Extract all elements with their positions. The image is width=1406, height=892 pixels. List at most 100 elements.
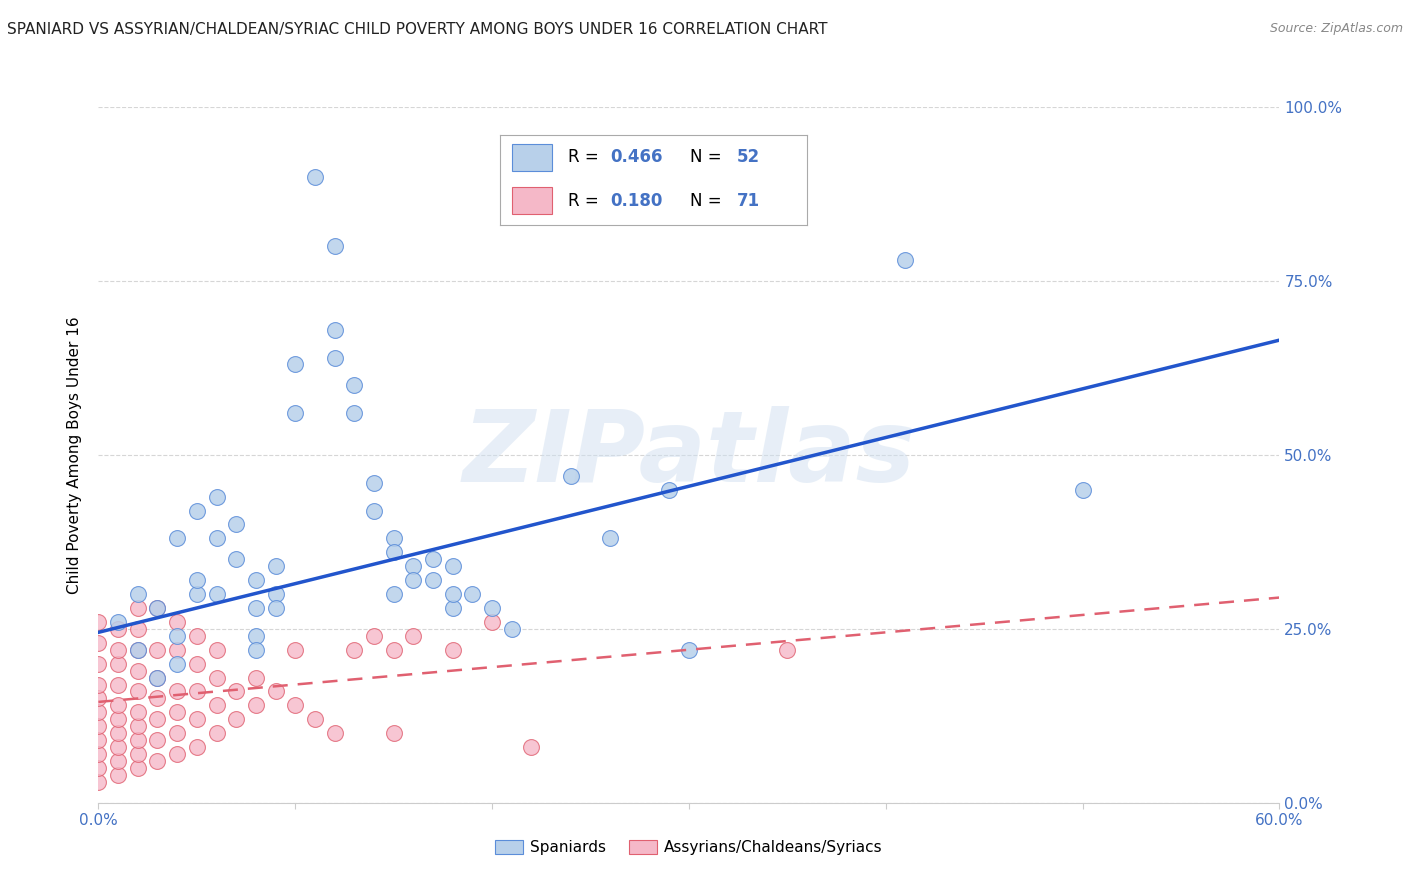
Point xyxy=(284,406,307,420)
Point xyxy=(186,503,208,517)
Point xyxy=(363,503,385,517)
Point xyxy=(245,698,267,713)
Point xyxy=(87,761,110,775)
Point xyxy=(205,532,228,546)
Point xyxy=(107,740,129,755)
Point xyxy=(146,754,169,768)
Point xyxy=(461,587,484,601)
Point xyxy=(284,358,307,372)
Point xyxy=(87,706,110,720)
Point xyxy=(127,642,149,657)
Point xyxy=(894,253,917,268)
Point xyxy=(127,587,149,601)
Point xyxy=(205,490,228,504)
Point xyxy=(205,587,228,601)
Point xyxy=(166,615,188,629)
Point xyxy=(599,532,621,546)
Point xyxy=(520,740,543,755)
Point xyxy=(402,559,425,574)
Point xyxy=(127,747,149,761)
Point xyxy=(127,719,149,733)
Point xyxy=(323,726,346,740)
Point xyxy=(166,684,188,698)
Point xyxy=(284,642,307,657)
Point xyxy=(225,712,247,726)
Point xyxy=(127,706,149,720)
Point xyxy=(245,671,267,685)
Point xyxy=(87,677,110,691)
Point xyxy=(146,671,169,685)
Point xyxy=(186,684,208,698)
Point xyxy=(343,406,366,420)
Point xyxy=(186,629,208,643)
Point xyxy=(323,323,346,337)
Point xyxy=(127,684,149,698)
Text: Source: ZipAtlas.com: Source: ZipAtlas.com xyxy=(1270,22,1403,36)
Point xyxy=(1071,483,1094,497)
Point xyxy=(245,642,267,657)
Point xyxy=(382,726,405,740)
Point xyxy=(127,664,149,678)
Point xyxy=(264,587,287,601)
Point xyxy=(382,642,405,657)
Point xyxy=(225,517,247,532)
Point xyxy=(146,712,169,726)
Point xyxy=(343,378,366,392)
Point xyxy=(205,671,228,685)
Y-axis label: Child Poverty Among Boys Under 16: Child Poverty Among Boys Under 16 xyxy=(67,316,83,594)
Point xyxy=(107,754,129,768)
Point xyxy=(107,642,129,657)
Point xyxy=(501,622,523,636)
Point xyxy=(323,239,346,253)
Point xyxy=(343,642,366,657)
Point xyxy=(87,657,110,671)
Point xyxy=(107,726,129,740)
Text: SPANIARD VS ASSYRIAN/CHALDEAN/SYRIAC CHILD POVERTY AMONG BOYS UNDER 16 CORRELATI: SPANIARD VS ASSYRIAN/CHALDEAN/SYRIAC CHI… xyxy=(7,22,828,37)
Point xyxy=(186,587,208,601)
Point xyxy=(245,629,267,643)
Point xyxy=(146,642,169,657)
Point xyxy=(441,642,464,657)
Point xyxy=(441,587,464,601)
Point xyxy=(166,642,188,657)
Point xyxy=(166,629,188,643)
Point xyxy=(402,629,425,643)
Point xyxy=(107,698,129,713)
Point xyxy=(422,573,444,587)
Text: ZIPatlas: ZIPatlas xyxy=(463,407,915,503)
Point xyxy=(264,601,287,615)
Point xyxy=(87,719,110,733)
Point xyxy=(146,691,169,706)
Point xyxy=(658,483,681,497)
Point xyxy=(186,740,208,755)
Point xyxy=(382,532,405,546)
Point xyxy=(304,712,326,726)
Point xyxy=(560,468,582,483)
Point xyxy=(363,629,385,643)
Point xyxy=(87,615,110,629)
Point xyxy=(127,622,149,636)
Point xyxy=(382,545,405,559)
Point xyxy=(245,573,267,587)
Point xyxy=(146,601,169,615)
Point xyxy=(264,684,287,698)
Point xyxy=(87,691,110,706)
Point xyxy=(107,677,129,691)
Point xyxy=(107,615,129,629)
Point xyxy=(186,573,208,587)
Point xyxy=(166,706,188,720)
Point xyxy=(678,642,700,657)
Point xyxy=(225,552,247,566)
Point xyxy=(127,601,149,615)
Point xyxy=(205,642,228,657)
Point xyxy=(776,642,799,657)
Point xyxy=(127,761,149,775)
Point xyxy=(382,587,405,601)
Point xyxy=(205,726,228,740)
Point xyxy=(87,636,110,650)
Point xyxy=(107,712,129,726)
Point xyxy=(205,698,228,713)
Point xyxy=(441,601,464,615)
Point xyxy=(304,169,326,184)
Point xyxy=(146,733,169,747)
